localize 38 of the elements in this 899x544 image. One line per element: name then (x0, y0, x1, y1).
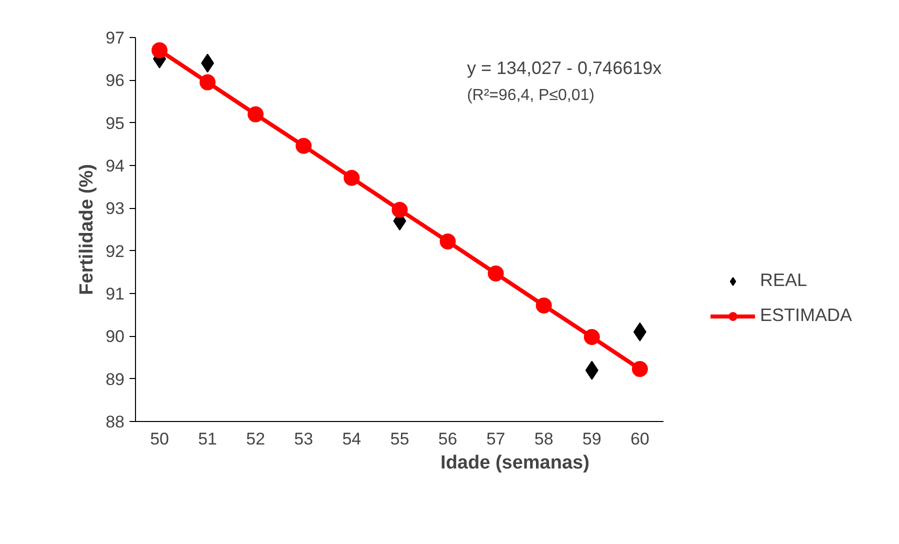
annotation: (R²=96,4, P≤0,01) (466, 87, 594, 104)
x-tick-label: 53 (294, 430, 314, 448)
point (440, 233, 456, 250)
x-tick-label: 54 (342, 430, 362, 448)
point (536, 297, 552, 314)
x-tick-label: 52 (246, 430, 266, 448)
y-tick-label: 89 (106, 370, 125, 389)
x-tick-label: 55 (390, 430, 410, 448)
y-tick-label: 97 (106, 28, 125, 48)
point (392, 202, 408, 218)
x-tick-label: 57 (486, 430, 506, 448)
y-tick-label: 94 (106, 156, 125, 176)
point (248, 106, 264, 122)
point (584, 329, 600, 346)
y-tick-label: 93 (106, 199, 125, 218)
y-tick-label: 92 (106, 242, 125, 261)
x-tick-label: 50 (150, 430, 169, 448)
y-tick-label: 90 (106, 327, 125, 346)
legend-label: ESTIMADA (760, 305, 852, 326)
y-tick-label: 91 (106, 284, 125, 304)
x-tick-label: 56 (438, 430, 458, 448)
x-axis-title: Idade (semanas) (440, 452, 590, 474)
y-tick-label: 88 (106, 412, 125, 432)
x-tick-label: 59 (582, 430, 602, 448)
point (152, 42, 168, 58)
legend-label: REAL (760, 270, 808, 291)
x-tick-label: 58 (534, 430, 554, 448)
y-tick-label: 96 (106, 71, 125, 90)
x-tick-label: 51 (198, 430, 218, 448)
y-tick-label: 95 (106, 114, 125, 133)
point (200, 74, 216, 90)
point (344, 170, 360, 186)
point (632, 361, 648, 378)
annotation: y = 134,027 - 0,746619x (466, 58, 662, 78)
x-tick-label: 60 (630, 430, 650, 448)
y-axis-title: Fertilidade (%) (76, 164, 98, 295)
point (488, 265, 504, 282)
point (296, 138, 312, 154)
